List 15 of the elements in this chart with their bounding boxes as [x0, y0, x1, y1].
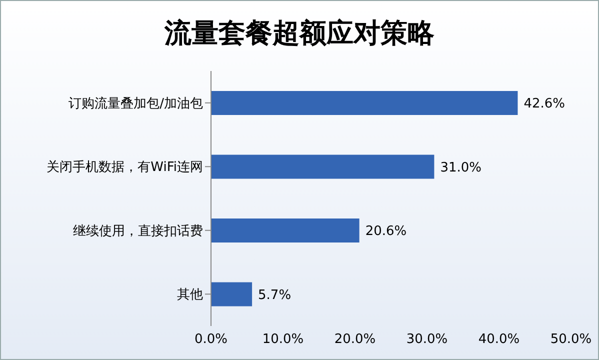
data-label: 42.6%: [524, 96, 566, 112]
x-tick-label: 0.0%: [194, 332, 228, 348]
x-tick-label: 40.0%: [478, 332, 520, 348]
x-tick-label: 30.0%: [406, 332, 448, 348]
y-tick-label: 其他: [177, 288, 203, 303]
x-tick-label: 50.0%: [550, 332, 592, 348]
data-label: 20.6%: [365, 224, 407, 240]
data-label: 5.7%: [258, 288, 292, 303]
x-tick-label: 20.0%: [334, 332, 376, 348]
chart-title: 流量套餐超额应对策略: [163, 17, 436, 51]
y-tick-label: 订购流量叠加包/加油包: [68, 95, 203, 112]
x-tick-label: 10.0%: [262, 332, 304, 348]
data-label: 31.0%: [440, 160, 482, 176]
y-tick-label: 关闭手机数据，有WiFi连网: [46, 160, 203, 176]
y-tick-label: 继续使用，直接扣话费: [73, 224, 203, 239]
